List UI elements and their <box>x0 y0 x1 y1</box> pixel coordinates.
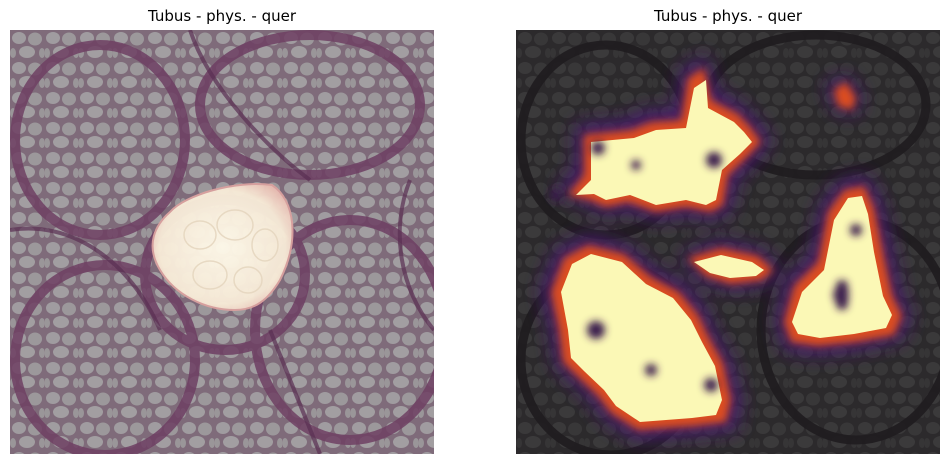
heatmap-image <box>516 30 940 454</box>
left-panel: Tubus - phys. - quer <box>10 0 434 463</box>
heatmap-core <box>561 80 892 422</box>
right-panel: Tubus - phys. - quer <box>516 0 940 463</box>
segmentation-image <box>10 30 434 454</box>
right-panel-title: Tubus - phys. - quer <box>653 7 803 25</box>
left-panel-title: Tubus - phys. - quer <box>147 7 297 25</box>
segmentation-mask <box>151 183 294 312</box>
